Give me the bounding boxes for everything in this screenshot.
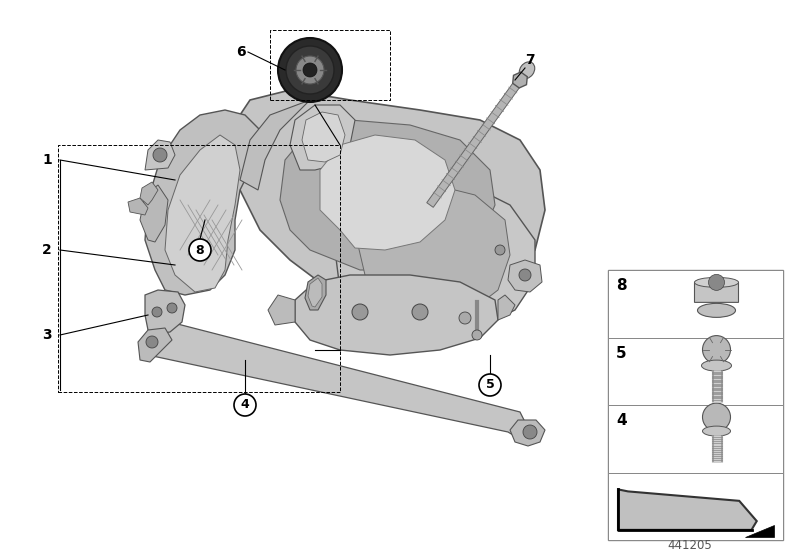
Polygon shape xyxy=(138,328,172,362)
Text: 5: 5 xyxy=(616,346,626,361)
Polygon shape xyxy=(128,198,148,215)
Ellipse shape xyxy=(702,360,731,371)
Ellipse shape xyxy=(702,426,730,436)
Polygon shape xyxy=(302,112,345,162)
Polygon shape xyxy=(694,278,738,302)
Circle shape xyxy=(303,63,317,77)
Circle shape xyxy=(278,38,342,102)
Polygon shape xyxy=(280,120,495,270)
Ellipse shape xyxy=(519,62,534,78)
Polygon shape xyxy=(704,410,717,424)
Circle shape xyxy=(495,245,505,255)
Polygon shape xyxy=(358,185,510,315)
Text: 4: 4 xyxy=(616,413,626,428)
Circle shape xyxy=(523,425,537,439)
Polygon shape xyxy=(145,290,185,334)
Text: 441205: 441205 xyxy=(668,539,712,552)
Text: 2: 2 xyxy=(42,243,52,257)
Circle shape xyxy=(146,336,158,348)
Polygon shape xyxy=(145,320,528,438)
Circle shape xyxy=(479,374,501,396)
Polygon shape xyxy=(717,403,729,417)
Polygon shape xyxy=(295,275,498,355)
Bar xyxy=(608,270,783,338)
Text: 8: 8 xyxy=(196,244,204,256)
Polygon shape xyxy=(290,105,355,170)
Polygon shape xyxy=(745,525,774,536)
Polygon shape xyxy=(305,275,326,310)
Text: 8: 8 xyxy=(616,278,626,293)
Text: 1: 1 xyxy=(42,153,52,167)
Circle shape xyxy=(472,330,482,340)
Circle shape xyxy=(152,307,162,317)
Polygon shape xyxy=(308,278,322,307)
Polygon shape xyxy=(426,78,523,207)
Polygon shape xyxy=(165,135,240,292)
Polygon shape xyxy=(498,295,515,320)
Polygon shape xyxy=(230,90,545,310)
Polygon shape xyxy=(140,182,158,205)
Circle shape xyxy=(153,148,167,162)
Circle shape xyxy=(709,274,725,291)
Text: 5: 5 xyxy=(486,379,494,391)
Bar xyxy=(608,338,783,405)
Text: 7: 7 xyxy=(525,53,535,67)
Text: 4: 4 xyxy=(241,399,250,412)
Polygon shape xyxy=(704,403,717,417)
Polygon shape xyxy=(618,489,757,530)
Polygon shape xyxy=(513,72,527,88)
Circle shape xyxy=(189,239,211,261)
Text: 3: 3 xyxy=(42,328,52,342)
Bar xyxy=(608,270,783,540)
Polygon shape xyxy=(145,140,175,170)
Polygon shape xyxy=(145,110,260,295)
Circle shape xyxy=(412,304,428,320)
Polygon shape xyxy=(704,417,717,431)
Polygon shape xyxy=(717,410,729,424)
Circle shape xyxy=(702,335,730,363)
Circle shape xyxy=(352,304,368,320)
Ellipse shape xyxy=(698,304,735,318)
Bar xyxy=(608,473,783,540)
Polygon shape xyxy=(508,260,542,292)
Bar xyxy=(608,405,783,473)
Polygon shape xyxy=(240,100,310,190)
Circle shape xyxy=(234,394,256,416)
Polygon shape xyxy=(510,420,545,446)
Circle shape xyxy=(167,303,177,313)
Polygon shape xyxy=(268,295,295,325)
Circle shape xyxy=(459,312,471,324)
Text: 6: 6 xyxy=(236,45,246,59)
Circle shape xyxy=(702,403,730,431)
Circle shape xyxy=(286,46,334,94)
Polygon shape xyxy=(335,175,535,330)
Polygon shape xyxy=(320,135,455,250)
Polygon shape xyxy=(717,417,729,431)
Circle shape xyxy=(296,56,324,84)
Ellipse shape xyxy=(694,277,738,287)
Circle shape xyxy=(519,269,531,281)
Polygon shape xyxy=(140,185,168,242)
